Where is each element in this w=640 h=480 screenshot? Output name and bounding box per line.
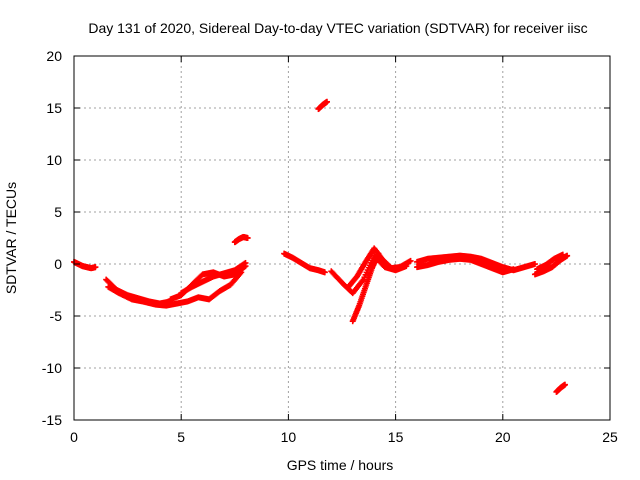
- x-tick-label: 15: [388, 429, 404, 445]
- x-tick-label: 0: [70, 429, 78, 445]
- y-tick-label: -5: [50, 308, 63, 324]
- plot-frame: [73, 55, 611, 421]
- data-point: [244, 235, 251, 241]
- grid: [74, 56, 610, 420]
- data-point: [561, 381, 568, 388]
- y-tick-label: 20: [46, 48, 62, 64]
- y-axis-label: SDTVAR / TECUs: [3, 182, 19, 294]
- data-points: [71, 98, 571, 395]
- data-point: [510, 266, 517, 273]
- data-point: [531, 261, 538, 267]
- x-tick-label: 10: [281, 429, 297, 445]
- axes: 0 5 10 15 20 25 -15 -10 -5 0 5 10 15 20: [42, 48, 618, 445]
- x-tick-label: 25: [602, 429, 618, 445]
- data-point: [559, 251, 566, 258]
- y-tick-label: -15: [42, 412, 62, 428]
- x-axis-label: GPS time / hours: [287, 457, 394, 473]
- y-tick-label: 15: [46, 100, 62, 116]
- data-point: [238, 269, 245, 276]
- data-point: [323, 98, 330, 105]
- y-tick-label: 0: [54, 256, 62, 272]
- y-tick-label: -10: [42, 360, 62, 376]
- chart-title: Day 131 of 2020, Sidereal Day-to-day VTE…: [88, 20, 587, 36]
- x-tick-label: 5: [177, 429, 185, 445]
- data-point: [92, 264, 99, 271]
- data-point: [321, 269, 328, 276]
- y-tick-label: 10: [46, 152, 62, 168]
- x-tick-label: 20: [495, 429, 511, 445]
- y-tick-label: 5: [54, 204, 62, 220]
- data-point: [407, 257, 414, 264]
- data-point: [242, 259, 249, 266]
- data-point: [564, 252, 571, 259]
